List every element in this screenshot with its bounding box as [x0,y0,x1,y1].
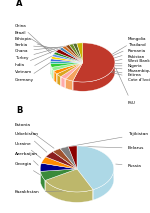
Polygon shape [52,62,83,71]
Polygon shape [54,52,83,62]
Polygon shape [73,43,83,62]
Polygon shape [51,64,52,76]
Text: B: B [16,106,22,115]
Polygon shape [40,163,77,171]
Polygon shape [46,152,77,169]
Text: Ethiopia: Ethiopia [15,37,55,50]
Text: Azerbaijan: Azerbaijan [15,152,38,165]
Polygon shape [45,169,93,192]
Polygon shape [73,43,115,82]
Polygon shape [66,79,73,90]
Polygon shape [51,61,83,64]
Polygon shape [45,180,93,202]
Polygon shape [66,45,83,62]
Text: Kazakhstan: Kazakhstan [15,190,63,194]
Polygon shape [41,157,77,169]
Text: Pakistan: Pakistan [58,55,145,72]
Text: Uzbekistan: Uzbekistan [15,132,47,152]
Text: Nigeria: Nigeria [54,64,142,68]
Polygon shape [54,71,57,83]
Polygon shape [61,77,66,88]
Polygon shape [59,47,83,62]
Text: Vietnam: Vietnam [15,45,72,74]
Polygon shape [61,62,83,79]
Polygon shape [52,54,83,62]
Polygon shape [93,167,114,200]
Text: Mozambique: Mozambique [53,63,150,72]
Polygon shape [40,171,45,191]
Polygon shape [77,43,83,62]
Polygon shape [54,62,83,74]
Text: Romania: Romania [61,49,146,75]
Text: Estonia: Estonia [15,123,54,148]
Polygon shape [51,56,83,62]
Text: Brazil: Brazil [15,30,52,52]
Text: FSU: FSU [116,68,135,105]
Polygon shape [56,49,83,62]
Polygon shape [68,146,77,169]
Polygon shape [77,146,114,190]
Polygon shape [62,46,83,62]
Text: Ghana: Ghana [15,47,61,53]
Text: India: India [15,45,68,67]
Polygon shape [66,62,83,81]
Polygon shape [73,61,115,91]
Polygon shape [40,169,77,180]
Text: Russia: Russia [116,164,141,167]
Text: China: China [15,24,51,53]
Polygon shape [52,67,54,80]
Polygon shape [69,44,83,62]
Polygon shape [57,74,61,86]
Text: West Bank/Gaza: West Bank/Gaza [55,59,150,69]
Text: Tajikistan: Tajikistan [67,132,148,147]
Text: Belarus: Belarus [75,146,144,150]
Text: Eritrea: Eritrea [54,60,141,77]
Text: Serbia: Serbia [15,43,58,48]
Text: Mongolia: Mongolia [71,37,146,79]
Polygon shape [51,62,83,67]
Text: Germany: Germany [15,45,77,82]
Text: Turkey: Turkey [15,46,64,60]
Polygon shape [51,59,83,62]
Text: Georgia: Georgia [15,162,40,175]
Polygon shape [53,148,77,169]
Text: A: A [16,0,22,8]
Text: Ukraine: Ukraine [15,142,41,158]
Polygon shape [57,62,83,77]
Text: Thailand: Thailand [66,43,145,77]
Text: Cote d'Ivoire: Cote d'Ivoire [54,58,150,82]
Polygon shape [60,147,77,169]
